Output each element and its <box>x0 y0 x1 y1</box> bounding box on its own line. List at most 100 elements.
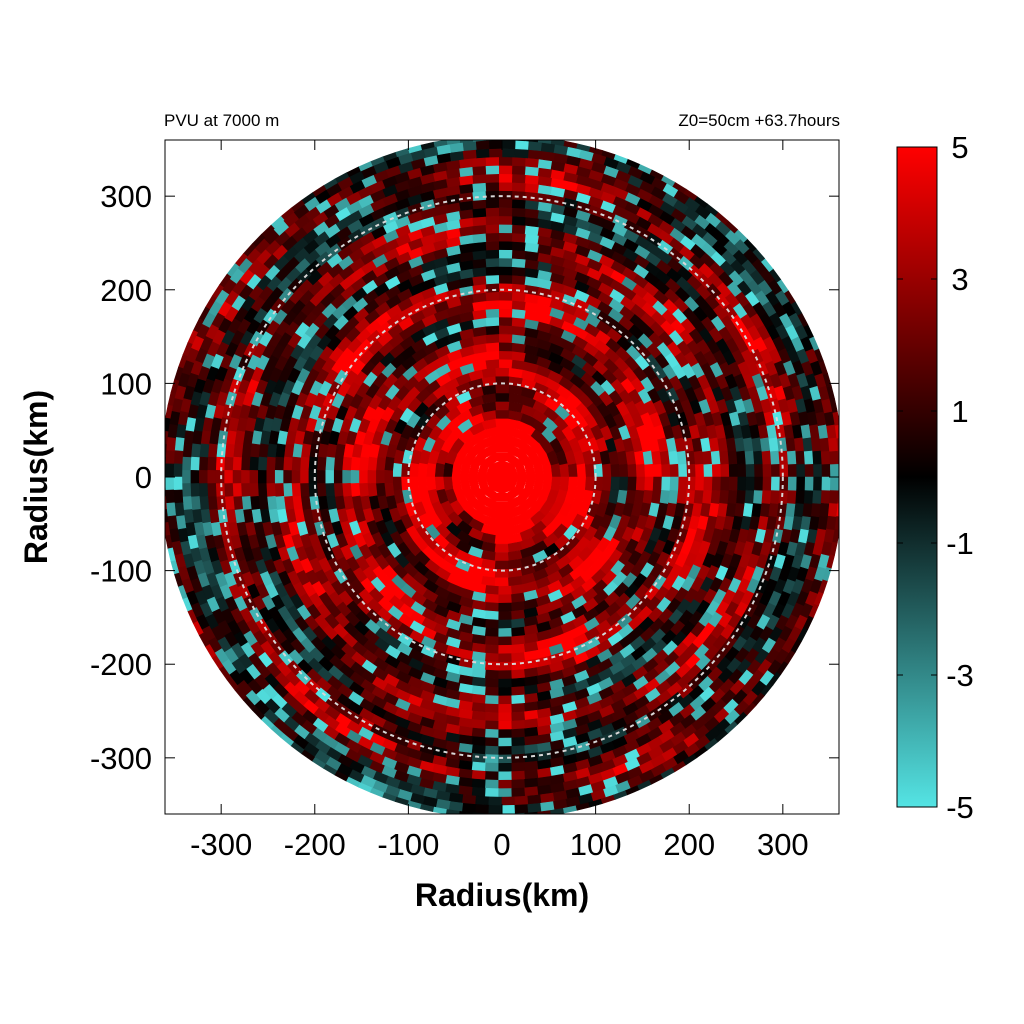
field-cell <box>511 266 526 277</box>
field-cell <box>813 476 823 491</box>
field-cell <box>813 463 823 478</box>
field-cell <box>265 483 276 498</box>
field-cell <box>498 611 513 621</box>
field-cell <box>524 811 539 814</box>
field-cell <box>471 241 487 252</box>
field-cell <box>727 489 738 504</box>
field-cell <box>511 626 526 638</box>
field-cell <box>174 502 185 517</box>
x-tick-label: 300 <box>757 827 809 862</box>
field-cell <box>644 463 654 478</box>
field-cell <box>498 670 513 680</box>
field-cell <box>383 469 393 485</box>
field-cell <box>190 496 201 511</box>
field-cell <box>524 165 539 177</box>
field-cell <box>485 198 500 209</box>
field-cell <box>511 787 526 798</box>
field-cell <box>511 156 526 167</box>
field-cell <box>165 489 175 504</box>
field-cell <box>524 786 539 797</box>
field-cell <box>736 489 747 504</box>
field-cell <box>695 463 705 478</box>
field-cell <box>485 156 500 167</box>
field-cell <box>761 489 772 504</box>
field-cell <box>501 796 516 806</box>
field-cell <box>471 702 487 713</box>
field-cell <box>215 470 225 484</box>
field-cell <box>484 593 500 604</box>
field-cell <box>241 443 252 458</box>
field-cell <box>282 483 293 498</box>
field-cell <box>484 627 500 638</box>
field-cell <box>720 463 730 478</box>
y-tick-label: -200 <box>90 647 152 682</box>
field-cell <box>737 476 747 491</box>
field-cell <box>462 802 477 814</box>
field-cell <box>232 483 242 498</box>
field-cell <box>274 483 285 498</box>
field-cell <box>484 325 500 335</box>
field-cell <box>511 677 526 688</box>
colorbar: 5 3 1 -1 -3 -5 <box>896 130 974 825</box>
field-cell <box>770 450 781 465</box>
field-cell <box>498 594 513 604</box>
field-cell <box>511 291 526 302</box>
field-cell <box>324 469 334 485</box>
field-cell <box>484 333 500 344</box>
field-cell <box>392 476 403 492</box>
field-cell <box>207 496 218 511</box>
field-cell <box>511 181 526 192</box>
field-cell <box>498 636 513 646</box>
field-cell <box>821 463 831 478</box>
field-cell <box>291 456 302 471</box>
field-cell <box>223 483 234 498</box>
field-cell <box>350 456 361 471</box>
field-cell <box>484 585 500 596</box>
field-cell <box>567 476 579 492</box>
field-cell <box>787 463 798 478</box>
field-cell <box>511 728 526 739</box>
field-cell <box>207 443 218 458</box>
field-cell <box>494 367 510 377</box>
field-cell <box>511 753 526 764</box>
field-cell <box>358 469 368 485</box>
field-cell <box>232 443 244 458</box>
field-cell <box>770 476 781 491</box>
field-cell <box>703 463 713 478</box>
field-cell <box>498 695 513 705</box>
field-cell <box>661 463 671 478</box>
field-cell <box>498 232 513 242</box>
field-cell <box>471 232 487 244</box>
field-cell <box>485 181 500 192</box>
field-cell <box>511 635 526 646</box>
field-cell <box>498 299 513 310</box>
field-cell <box>710 489 721 504</box>
field-cell <box>249 470 259 484</box>
field-cell <box>804 476 815 491</box>
field-cell <box>498 223 513 234</box>
field-cell <box>627 476 638 491</box>
field-cell <box>524 182 539 194</box>
field-cell <box>601 476 612 492</box>
field-cell <box>488 140 503 149</box>
field-cell <box>821 476 831 491</box>
x-axis-label: Radius(km) <box>415 877 589 913</box>
field-cell <box>511 745 526 756</box>
field-cell <box>471 165 487 176</box>
field-cell <box>471 719 487 730</box>
field-cell <box>488 796 503 806</box>
field-cell <box>498 358 513 369</box>
field-cell <box>494 535 510 545</box>
field-cell <box>820 450 831 465</box>
field-cell <box>358 483 369 498</box>
field-cell <box>511 207 526 218</box>
field-cell <box>462 794 477 805</box>
field-cell <box>635 476 646 491</box>
field-cell <box>485 240 500 251</box>
field-cell <box>498 341 513 352</box>
field-cell <box>299 483 310 498</box>
field-cell <box>484 350 500 361</box>
field-cell <box>498 754 513 764</box>
colorbar-tick-label: 5 <box>951 130 968 165</box>
